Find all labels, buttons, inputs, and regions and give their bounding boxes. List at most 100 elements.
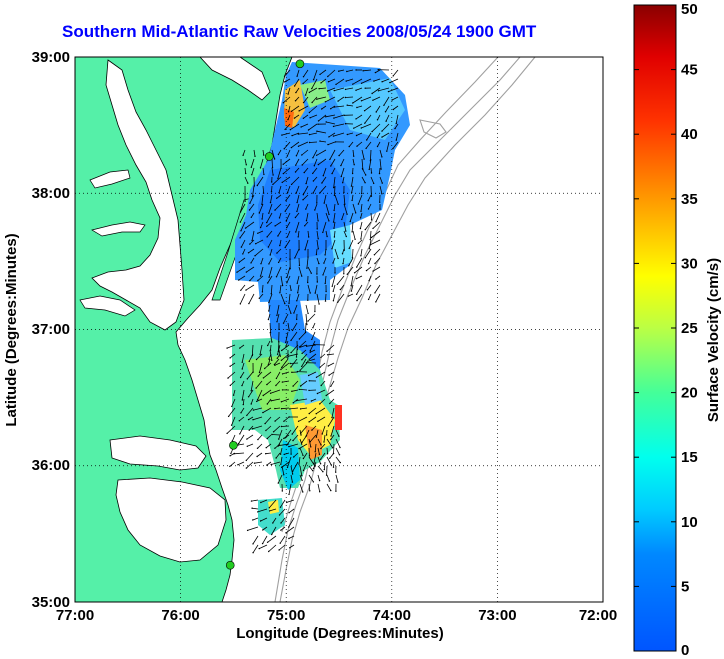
current-vector-head xyxy=(322,231,324,234)
current-vector xyxy=(274,362,281,366)
current-vector-head xyxy=(250,166,252,168)
current-vector-head xyxy=(346,104,348,106)
current-vector-head xyxy=(355,118,357,120)
current-vector xyxy=(262,535,268,544)
current-vector-head xyxy=(338,70,340,72)
current-vector-head xyxy=(242,253,244,255)
current-vector xyxy=(240,221,246,231)
current-vector xyxy=(301,353,308,361)
current-vector xyxy=(288,535,295,539)
y-tick-label: 36:00 xyxy=(32,457,70,474)
current-vector xyxy=(331,407,335,418)
current-vector-head xyxy=(260,501,262,504)
current-vector xyxy=(340,167,345,177)
current-vector xyxy=(385,114,390,122)
current-vector-head xyxy=(351,199,353,202)
current-vector xyxy=(331,167,336,174)
current-vector-head xyxy=(286,444,288,446)
current-vector-head xyxy=(283,453,285,456)
current-vector-head xyxy=(381,81,383,83)
current-vector xyxy=(291,141,300,148)
current-vector-head xyxy=(395,122,397,125)
current-vector xyxy=(283,167,291,174)
current-vector xyxy=(332,257,336,264)
current-vector-head xyxy=(232,394,235,396)
current-vector xyxy=(320,380,326,386)
current-vector xyxy=(361,123,372,129)
current-vector-head xyxy=(306,323,308,326)
current-vector-head xyxy=(337,481,339,483)
current-vector-head xyxy=(346,70,348,73)
current-vector-head xyxy=(356,266,358,268)
current-vector-head xyxy=(291,329,294,332)
current-vector-head xyxy=(322,471,324,473)
current-vector xyxy=(296,149,300,156)
current-vector-head xyxy=(321,108,323,110)
current-vector-head xyxy=(237,442,240,445)
current-vector-head xyxy=(318,303,320,305)
current-vector xyxy=(256,452,263,457)
current-vector-head xyxy=(259,275,262,277)
current-vector-head xyxy=(238,261,240,263)
current-vector-head xyxy=(348,247,350,250)
current-vector-head xyxy=(251,239,253,242)
current-vector-head xyxy=(342,182,344,184)
current-vector-head xyxy=(265,429,267,432)
current-vector-head xyxy=(292,439,294,442)
current-vector-head xyxy=(384,111,387,113)
current-vector xyxy=(379,149,383,158)
current-vector-head xyxy=(264,422,266,425)
current-vector xyxy=(308,416,317,423)
current-vector xyxy=(360,203,363,212)
current-vector-head xyxy=(339,446,341,449)
current-vector-head xyxy=(257,279,259,282)
current-vector xyxy=(279,284,282,293)
current-vector xyxy=(266,212,273,223)
current-vector xyxy=(324,248,327,255)
current-vector xyxy=(267,358,271,366)
current-vector-head xyxy=(278,438,280,440)
current-vector xyxy=(253,407,263,411)
current-vector-head xyxy=(325,290,327,293)
current-vector-head xyxy=(328,480,331,482)
current-vector-head xyxy=(385,120,387,122)
current-vector xyxy=(250,398,254,405)
current-vector-head xyxy=(309,292,311,294)
current-vector-head xyxy=(310,272,312,274)
tributary-river xyxy=(91,221,146,237)
current-vector-head xyxy=(346,133,348,136)
current-vector xyxy=(233,452,245,455)
colorbar-tick-label: 50 xyxy=(681,1,698,18)
current-vector-head xyxy=(281,373,284,375)
current-vector-head xyxy=(314,292,316,294)
current-vector xyxy=(267,340,271,346)
current-vector-head xyxy=(314,451,316,453)
current-vector-head xyxy=(295,91,297,94)
current-vector xyxy=(395,132,399,141)
current-vector xyxy=(289,407,299,410)
current-vector xyxy=(276,371,281,379)
current-vector-head xyxy=(268,212,270,214)
current-vector xyxy=(351,194,354,201)
current-vector-head xyxy=(287,111,290,113)
current-vector xyxy=(287,114,291,120)
current-vector-head xyxy=(299,369,301,372)
current-vector xyxy=(251,499,259,502)
current-vector xyxy=(291,176,300,185)
current-vector xyxy=(281,407,290,410)
current-vector-head xyxy=(307,299,309,301)
current-vector-head xyxy=(276,357,278,359)
current-vector-head xyxy=(255,358,258,361)
current-vector-head xyxy=(296,318,298,321)
current-vector xyxy=(335,474,339,483)
current-vector-head xyxy=(249,202,251,204)
current-vector xyxy=(342,257,345,264)
current-vector-head xyxy=(331,172,333,175)
current-vector xyxy=(288,508,295,514)
current-vector xyxy=(239,293,246,305)
current-vector-head xyxy=(253,462,256,464)
current-vector xyxy=(255,239,264,245)
current-vector-head xyxy=(298,463,300,465)
current-vector xyxy=(298,105,309,112)
current-vector-head xyxy=(333,227,335,229)
